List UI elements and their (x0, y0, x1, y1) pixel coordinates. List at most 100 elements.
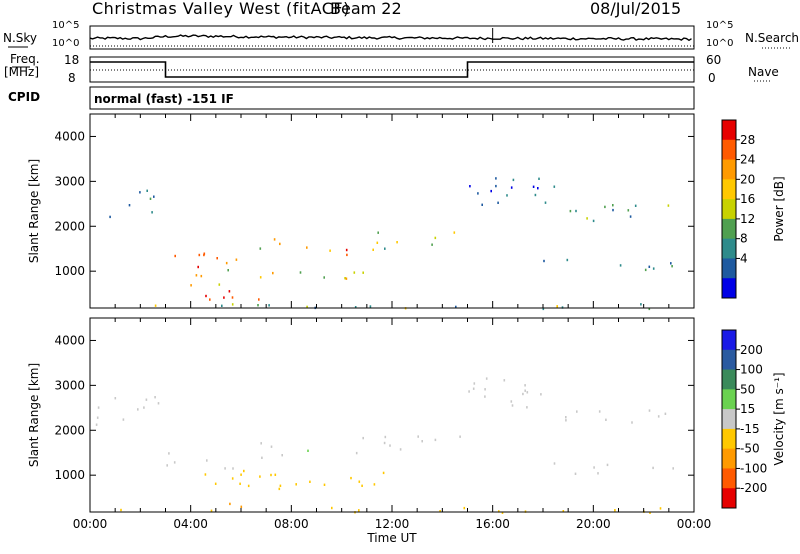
power-cell (453, 231, 456, 234)
date-title: 08/Jul/2015 (590, 0, 682, 18)
power-colorbar-segment (722, 139, 736, 161)
x-tick-label: 00:00 (73, 517, 108, 531)
power-cell (205, 294, 207, 298)
power-cell (323, 276, 325, 279)
power-colorbar-segment (722, 199, 736, 220)
power-cell (299, 271, 302, 274)
velocity-cell (122, 418, 125, 421)
velocity-cell (323, 483, 326, 486)
power-cell (481, 203, 483, 206)
power-cell (506, 194, 508, 197)
cpid-label: CPID (8, 90, 41, 104)
velocity-ytick-label: 3000 (54, 378, 85, 392)
velocity-cell (389, 444, 391, 447)
power-cell (231, 296, 234, 299)
power-cell (198, 253, 201, 257)
power-cell (259, 276, 262, 279)
power-cell (671, 265, 673, 268)
power-colorbar-label: Power [dB] (772, 176, 786, 241)
power-cell (273, 238, 276, 241)
velocity-cell (574, 472, 577, 475)
velocity-cell (652, 466, 654, 470)
velocity-cell (472, 387, 475, 390)
velocity-colorbar-tick-label: -50 (740, 442, 760, 456)
velocity-cell (510, 400, 513, 403)
x-tick-label: 04:00 (173, 517, 208, 531)
velocity-cell (526, 391, 529, 394)
power-ylabel: Slant Range [km] (27, 159, 41, 263)
velocity-cell (664, 412, 667, 415)
velocity-cell (524, 389, 526, 392)
velocity-cell (270, 473, 272, 477)
velocity-cell (247, 484, 250, 488)
velocity-colorbar-tick-label: 15 (740, 402, 755, 416)
velocity-cell (95, 423, 98, 426)
velocity-cell (417, 435, 419, 438)
x-tick-label: 00:00 (677, 517, 712, 531)
power-cell (477, 192, 479, 195)
velocity-cell (331, 506, 333, 510)
velocity-cell (598, 410, 601, 413)
power-cell (569, 209, 572, 213)
velocity-cell (439, 510, 441, 513)
velocity-cell (631, 421, 633, 424)
velocity-cell (114, 397, 117, 400)
station-title: Christmas Valley West (fitACF) (92, 0, 350, 18)
velocity-cell (210, 509, 213, 512)
power-cell (512, 178, 515, 182)
power-colorbar-tick-label: 28 (740, 133, 755, 147)
velocity-cell (229, 502, 231, 506)
freq-label-2: [MHz] (4, 65, 40, 79)
power-cell (344, 277, 346, 280)
power-cell (434, 236, 437, 240)
velocity-cell (593, 466, 595, 469)
velocity-cell (307, 449, 309, 452)
freq-line (90, 61, 694, 78)
velocity-cell (459, 435, 461, 438)
velocity-cell (154, 396, 156, 399)
velocity-colorbar-tick-label: -200 (740, 481, 767, 495)
velocity-cell (384, 435, 387, 439)
velocity-cell (503, 379, 506, 382)
power-colorbar-segment (722, 159, 736, 180)
power-ytick-label: 4000 (54, 129, 85, 143)
x-tick-label: 20:00 (576, 517, 611, 531)
beam-title: Beam 22 (330, 0, 402, 18)
velocity-cell (204, 473, 207, 476)
power-cell (538, 177, 540, 180)
power-cell (396, 241, 398, 244)
power-cell (575, 209, 577, 213)
velocity-cell (240, 473, 242, 476)
power-cell (612, 208, 614, 212)
power-cell (345, 248, 348, 252)
velocity-cell (355, 451, 358, 455)
velocity-cell (484, 388, 486, 391)
x-tick-label: 12:00 (375, 517, 410, 531)
power-cell (556, 305, 558, 308)
power-cell (203, 252, 206, 255)
power-cell (146, 189, 148, 192)
colorbars: 28 24 20 16 12 8 4 Power [dB] 200 100 50 15 -15 -50 -1… (721, 119, 786, 509)
power-cell (604, 205, 606, 209)
velocity-cell (166, 464, 168, 467)
velocity-colorbar-segment (722, 349, 736, 371)
velocity-cell (145, 398, 148, 401)
velocity-panel (95, 377, 674, 514)
power-cell (151, 211, 153, 214)
velocity-cell (373, 483, 376, 486)
velocity-cell (485, 377, 488, 380)
nave-tick-high: 60 (706, 53, 722, 67)
power-cell (532, 185, 535, 188)
velocity-cell (606, 463, 609, 467)
power-cell (228, 290, 231, 293)
velocity-cell (270, 445, 273, 448)
velocity-cell (224, 467, 226, 470)
power-colorbar-segment (722, 238, 736, 259)
power-cell (174, 254, 176, 258)
nsky-line (89, 34, 692, 42)
power-cell (218, 283, 221, 286)
power-colorbar-tick-label: 4 (740, 251, 748, 265)
velocity-colorbar-segment (722, 468, 736, 489)
power-cell (640, 303, 642, 306)
velocity-cell (362, 436, 364, 440)
